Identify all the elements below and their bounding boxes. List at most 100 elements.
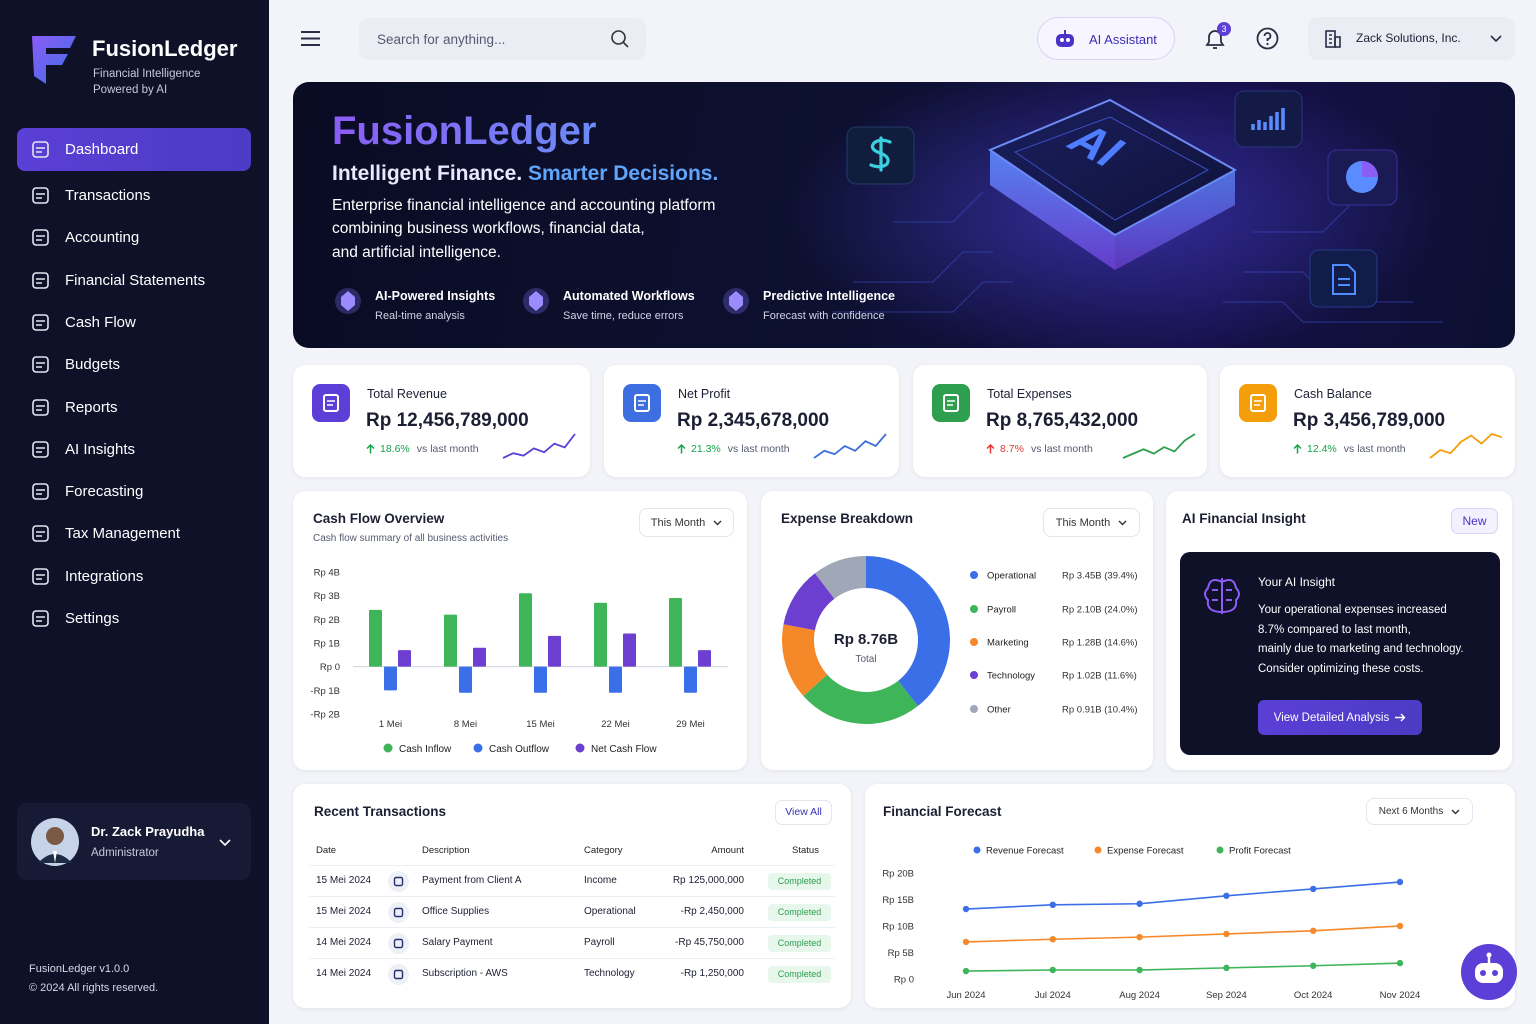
icon-bg [388,964,409,985]
point [1396,922,1404,930]
nav-item[interactable]: Integrations [17,555,251,598]
legend-label: Payroll [987,605,1016,616]
expense-card: Expense Breakdown This Month Operational… [761,491,1153,770]
legend-swatch [1216,846,1224,854]
hero-description: and artificial intelligence. [332,244,501,261]
point [962,967,970,975]
legend-swatch [973,846,981,854]
y-tick-label: Rp 10B [882,922,914,933]
point [962,938,970,946]
glyph [943,394,959,412]
bar [548,635,561,667]
glyph [327,400,335,406]
nav-icon [32,141,49,158]
view-all-button[interactable]: View All [775,800,832,825]
chart: Rp 4B Rp 3B Rp 2B Rp 1B Rp 0 -Rp 1B -Rp 2B 1 Me… [310,568,728,755]
change-note: vs last month [1030,443,1093,455]
nav-item[interactable]: Settings [17,597,251,640]
analysis-button[interactable]: View Detailed Analysis [1258,700,1422,735]
nav-item[interactable]: AI Insights [17,428,251,471]
nav-icon [32,610,49,627]
period-dropdown[interactable]: This Month [639,508,734,537]
nav-label: Accounting [65,229,140,247]
chevron [219,839,231,847]
icon-shape [36,147,45,153]
chat-bot-button[interactable] [1460,943,1518,1001]
nav-item[interactable]: Dashboard [17,128,251,171]
change-arrow [986,444,995,454]
legend-label: Other [987,705,1011,716]
icon-shape [36,235,45,241]
cell: Office Supplies [422,906,490,917]
sidebar: FusionLedger Financial Intelligence Powe… [0,0,269,1024]
y-tick-label: Rp 1B [314,639,340,650]
kpi-value: Rp 2,345,678,000 [677,410,830,431]
bar [369,609,382,667]
nav-item[interactable]: Forecasting [17,470,251,513]
column-header: Date [316,845,337,856]
sparkline-line [813,433,887,459]
nav-item[interactable]: Transactions [17,174,251,217]
series-line [965,881,1401,910]
period-dropdown[interactable]: This Month [1043,508,1140,537]
sparkline [502,433,576,459]
nav-item[interactable]: Cash Flow [17,301,251,344]
nav-icon [32,440,49,458]
nav-label: Cash Flow [65,313,136,331]
cell: 15 Mei 2024 [316,875,372,886]
nav-icon [32,271,49,289]
kpi-card: Total Expenses Rp 8,765,432,000 8.7% vs las… [913,365,1207,477]
menu-button[interactable] [300,30,321,47]
nav-icon [32,525,49,543]
ai-assistant-button[interactable]: AI Assistant [1037,17,1175,60]
point [1310,885,1317,893]
nav-label: Transactions [65,187,151,204]
bar [698,650,711,667]
nav-icon [32,187,49,204]
change-value: 21.3% [691,443,721,455]
row-divider [309,865,835,866]
icon-shape [36,277,45,284]
legend-swatch [970,571,978,579]
change-arrow [366,444,375,454]
status-badge: Completed [768,904,831,921]
nav-item[interactable]: Tax Management [17,512,251,555]
value-label: Rp 3.45B (39.4%) [1062,571,1138,582]
user-card[interactable]: Dr. Zack Prayudha Administrator [17,803,251,880]
point [1136,966,1143,974]
cell: -Rp 2,450,000 [680,906,744,917]
bell-icon[interactable] [1203,26,1227,52]
kpi-label: Net Profit [678,387,731,401]
nav-item[interactable]: Accounting [17,216,251,259]
nav-icon [32,356,49,373]
nav-item[interactable]: Reports [17,386,251,429]
nav-label: Settings [65,610,120,627]
icon-shape [32,398,49,416]
cell: 15 Mei 2024 [316,906,372,917]
feature-title: Automated Workflows [563,289,695,303]
x-tick-label: Jul 2024 [1035,990,1071,1001]
cell: Operational [584,906,636,917]
x-tick-label: Sep 2024 [1206,990,1247,1001]
tagline-part: Smarter Decisions. [528,162,719,185]
nav-item[interactable]: Budgets [17,343,251,386]
donut-segment [782,624,828,696]
y-tick-label: Rp 0 [894,975,914,986]
legend-label: Cash Outflow [489,744,550,755]
feature-title: Predictive Intelligence [763,289,895,303]
card-title: Expense Breakdown [781,511,914,526]
period-dropdown[interactable]: Next 6 Months [1366,798,1473,825]
search-box[interactable]: Search for anything... [359,18,646,60]
nav-item[interactable]: Financial Statements [17,259,251,302]
point [1310,927,1317,934]
x-tick-label: Aug 2024 [1119,990,1160,1001]
company-selector[interactable]: Zack Solutions, Inc. [1308,17,1515,60]
notification-badge: 3 [1217,22,1231,36]
cell: Subscription - AWS [422,968,508,979]
change-arrow [677,444,686,454]
point [1136,933,1143,941]
kpi-icon [623,384,661,422]
glyph [1254,400,1262,406]
help-icon[interactable] [1256,27,1279,50]
